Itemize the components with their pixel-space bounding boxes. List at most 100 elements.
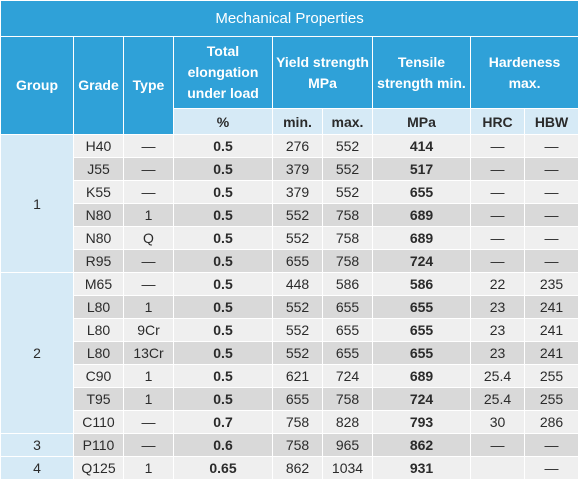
- header-grade: Grade: [73, 36, 124, 135]
- tensile-cell: 689: [372, 226, 471, 250]
- hbw-cell: —: [523, 249, 578, 273]
- table-row: 3 P110 — 0.6 758 965 862 — —: [0, 433, 578, 457]
- header-yield-strength: Yield strength MPa: [272, 36, 373, 109]
- yield-min-cell: 379: [272, 157, 323, 181]
- table-row: L80 1 0.5 552 655 655 23 241: [1, 295, 578, 319]
- table-row: T95 1 0.5 655 758 724 25.4 255: [1, 387, 578, 411]
- grade-cell: R95: [73, 249, 124, 273]
- table-row: L80 9Cr 0.5 552 655 655 23 241: [1, 318, 578, 342]
- elongation-cell: 0.5: [173, 364, 273, 388]
- tensile-cell: 655: [372, 318, 471, 342]
- tensile-cell: 414: [372, 134, 471, 158]
- grade-cell: L80: [73, 295, 124, 319]
- yield-min-cell: 862: [272, 456, 323, 480]
- grade-cell: N80: [73, 226, 124, 250]
- elongation-cell: 0.5: [173, 272, 273, 296]
- table-row: L80 13Cr 0.5 552 655 655 23 241: [1, 341, 578, 365]
- hrc-cell: 25.4: [470, 387, 525, 411]
- type-cell: 1: [123, 387, 174, 411]
- elongation-cell: 0.65: [173, 456, 273, 480]
- grade-cell: L80: [73, 318, 124, 342]
- subheader-yield-min: min.: [272, 108, 323, 135]
- hrc-cell: 23: [470, 341, 525, 365]
- table-row: 2 M65 — 0.5 448 586 586 22 235: [0, 272, 578, 434]
- hbw-cell: —: [523, 226, 578, 250]
- table-row: K55 — 0.5 379 552 655 — —: [1, 180, 578, 204]
- type-cell: —: [123, 134, 174, 158]
- grade-cell: M65: [73, 272, 124, 296]
- grade-cell: C110: [73, 410, 124, 434]
- hbw-cell: —: [523, 134, 578, 158]
- type-cell: 1: [123, 456, 174, 480]
- yield-min-cell: 276: [272, 134, 323, 158]
- yield-max-cell: 655: [322, 318, 373, 342]
- type-cell: —: [123, 249, 174, 273]
- yield-max-cell: 655: [322, 295, 373, 319]
- group-cell: 1: [0, 134, 74, 273]
- yield-min-cell: 552: [272, 295, 323, 319]
- grade-cell: T95: [73, 387, 124, 411]
- yield-max-cell: 758: [322, 249, 373, 273]
- type-cell: —: [123, 157, 174, 181]
- hrc-cell: —: [470, 433, 525, 457]
- yield-min-cell: 552: [272, 341, 323, 365]
- yield-max-cell: 724: [322, 364, 373, 388]
- elongation-cell: 0.5: [173, 134, 273, 158]
- elongation-cell: 0.5: [173, 180, 273, 204]
- elongation-cell: 0.5: [173, 341, 273, 365]
- grade-cell: C90: [73, 364, 124, 388]
- grade-cell: P110: [73, 433, 124, 457]
- header-type: Type: [123, 36, 174, 135]
- tensile-cell: 793: [372, 410, 471, 434]
- hrc-cell: —: [470, 134, 525, 158]
- tensile-cell: 517: [372, 157, 471, 181]
- grade-cell: H40: [73, 134, 124, 158]
- table-row: N80 Q 0.5 552 758 689 — —: [1, 226, 578, 250]
- yield-max-cell: 758: [322, 226, 373, 250]
- header-hardness: Hardeness max.: [469, 36, 578, 109]
- grade-cell: Q125: [73, 456, 124, 480]
- hrc-cell: —: [470, 180, 525, 204]
- hrc-cell: 22: [470, 272, 525, 296]
- tensile-cell: 862: [372, 433, 471, 457]
- yield-min-cell: 552: [272, 203, 323, 227]
- yield-min-cell: 379: [272, 180, 323, 204]
- table-row: N80 1 0.5 552 758 689 — —: [1, 203, 578, 227]
- yield-min-cell: 655: [272, 249, 323, 273]
- hbw-cell: 241: [523, 295, 578, 319]
- hrc-cell: 25.4: [470, 364, 525, 388]
- elongation-cell: 0.5: [173, 387, 273, 411]
- hrc-cell: [470, 456, 525, 480]
- elongation-cell: 0.5: [173, 249, 273, 273]
- hbw-cell: 241: [523, 318, 578, 342]
- yield-min-cell: 621: [272, 364, 323, 388]
- hbw-cell: 235: [523, 272, 578, 296]
- tensile-cell: 724: [372, 387, 471, 411]
- hbw-cell: 255: [523, 387, 578, 411]
- grade-cell: L80: [73, 341, 124, 365]
- tensile-cell: 655: [372, 295, 471, 319]
- subheader-hrc: HRC: [470, 108, 525, 135]
- grade-cell: N80: [73, 203, 124, 227]
- yield-min-cell: 448: [272, 272, 323, 296]
- hrc-cell: 23: [470, 318, 525, 342]
- hrc-cell: —: [470, 226, 525, 250]
- table-row: 1 H40 — 0.5 276 552 414 — —: [0, 134, 578, 273]
- table-row: 4 Q125 1 0.65 862 1034 931 —: [0, 456, 578, 480]
- elongation-cell: 0.5: [173, 157, 273, 181]
- header-tensile-strength: Tensile strength min.: [372, 36, 471, 109]
- tensile-cell: 724: [372, 249, 471, 273]
- tensile-cell: 931: [372, 456, 471, 480]
- subheader-hbw: HBW: [523, 108, 578, 135]
- yield-max-cell: 552: [322, 180, 373, 204]
- type-cell: —: [123, 433, 174, 457]
- group-cell: 3: [0, 433, 74, 457]
- hbw-cell: 255: [523, 364, 578, 388]
- grade-cell: J55: [73, 157, 124, 181]
- hbw-cell: 286: [523, 410, 578, 434]
- tensile-cell: 655: [372, 180, 471, 204]
- tensile-cell: 586: [372, 272, 471, 296]
- group-cell: 2: [0, 272, 74, 434]
- hbw-cell: —: [523, 157, 578, 181]
